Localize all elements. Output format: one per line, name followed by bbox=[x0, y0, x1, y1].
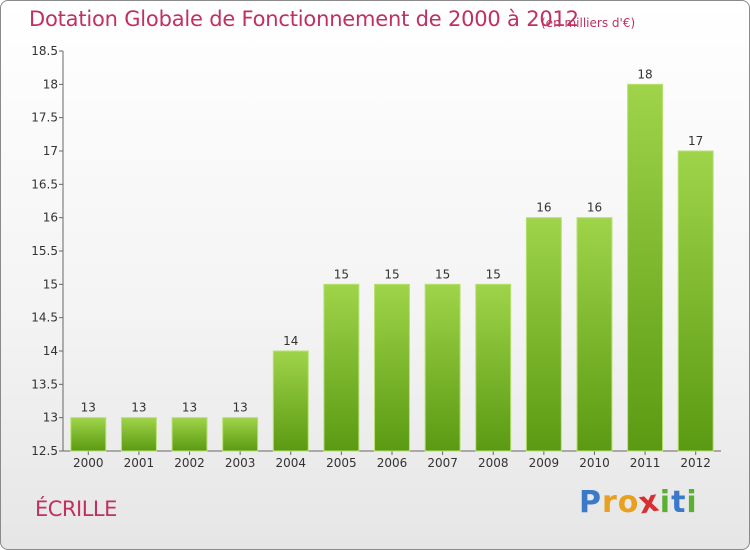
y-axis: 12.5 13 13.5 14 14.5 15 15.5 16 16.5 17 17.5 18 18.5 bbox=[31, 44, 64, 458]
x-tick-label: 2000 bbox=[73, 456, 104, 470]
x-tick-label: 2004 bbox=[275, 456, 306, 470]
bar-value-label: 15 bbox=[486, 267, 501, 281]
x-tick-label: 2009 bbox=[529, 456, 560, 470]
bar-2005 bbox=[323, 283, 360, 452]
y-tick-label: 13 bbox=[43, 411, 58, 425]
logo-letter: t bbox=[671, 485, 687, 520]
bar-value-label: 13 bbox=[182, 401, 197, 415]
y-tick-label: 15 bbox=[43, 277, 58, 291]
bar-value-label: 13 bbox=[131, 401, 146, 415]
x-tick-label: 2007 bbox=[427, 456, 458, 470]
x-tick-label: 2001 bbox=[124, 456, 155, 470]
x-tick-label: 2006 bbox=[377, 456, 408, 470]
x-axis: 2000 2001 2002 2003 2004 2005 2006 2007 2008 2009… bbox=[63, 450, 721, 470]
bar-2003 bbox=[222, 417, 259, 452]
bar-2006 bbox=[374, 283, 410, 452]
x-tick-label: 2012 bbox=[680, 456, 711, 470]
bar-value-label: 18 bbox=[637, 67, 652, 81]
bar-value-label: 15 bbox=[435, 267, 450, 281]
logo-letter: o bbox=[617, 485, 640, 520]
bar-2007 bbox=[424, 283, 461, 452]
bar-value-label: 16 bbox=[587, 201, 602, 215]
x-tick-label: 2010 bbox=[579, 456, 610, 470]
bar-2002 bbox=[171, 417, 208, 452]
bar-2000 bbox=[70, 417, 107, 452]
logo-letter: i bbox=[686, 485, 698, 520]
bar-value-label: 15 bbox=[334, 267, 349, 281]
proxiti-logo[interactable]: Proxiti bbox=[579, 483, 699, 525]
bar-value-label: 17 bbox=[688, 134, 703, 148]
bar-2008 bbox=[475, 283, 512, 452]
y-tick-label: 14.5 bbox=[31, 311, 58, 325]
bar-2012 bbox=[677, 150, 714, 452]
x-tick-label: 2003 bbox=[225, 456, 256, 470]
logo-letter: x bbox=[636, 483, 663, 522]
y-tick-label: 17.5 bbox=[31, 111, 58, 125]
x-tick-label: 2005 bbox=[326, 456, 357, 470]
logo-letter: r bbox=[602, 485, 618, 520]
bars-group: 13 13 13 13 14 15 15 15 15 16 16 18 17 bbox=[70, 67, 714, 452]
y-tick-label: 18.5 bbox=[31, 44, 58, 58]
city-name: ÉCRILLE bbox=[35, 497, 117, 521]
bar-value-label: 14 bbox=[283, 334, 298, 348]
bar-value-label: 13 bbox=[81, 401, 96, 415]
y-tick-label: 16.5 bbox=[31, 177, 58, 191]
y-tick-label: 13.5 bbox=[31, 377, 58, 391]
y-tick-label: 16 bbox=[43, 211, 58, 225]
y-tick-label: 12.5 bbox=[31, 444, 58, 458]
chart-title: Dotation Globale de Fonctionnement de 20… bbox=[29, 7, 579, 31]
y-tick-label: 17 bbox=[43, 144, 58, 158]
bar-value-label: 15 bbox=[384, 267, 399, 281]
x-tick-label: 2002 bbox=[174, 456, 205, 470]
y-tick-label: 18 bbox=[43, 77, 58, 91]
bar-value-label: 13 bbox=[233, 401, 248, 415]
x-tick-label: 2011 bbox=[630, 456, 661, 470]
logo-letter: P bbox=[579, 485, 602, 520]
bar-2001 bbox=[120, 417, 157, 452]
bar-2011 bbox=[627, 83, 664, 452]
y-tick-label: 14 bbox=[43, 344, 58, 358]
bar-2010 bbox=[576, 217, 613, 452]
logo-letter: i bbox=[659, 485, 672, 520]
bar-2004 bbox=[272, 350, 309, 452]
chart-subtitle: (en milliers d'€) bbox=[541, 16, 636, 30]
y-tick-label: 15.5 bbox=[31, 244, 58, 258]
x-tick-label: 2008 bbox=[478, 456, 509, 470]
bar-2009 bbox=[525, 217, 562, 452]
bar-value-label: 16 bbox=[536, 201, 551, 215]
